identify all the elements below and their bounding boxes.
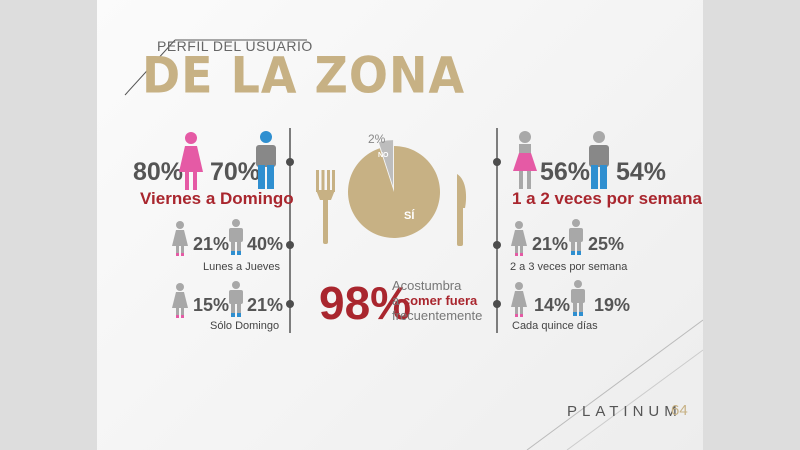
right-row2-male-pct: 25% xyxy=(588,234,625,254)
male-blue-icon xyxy=(254,131,278,191)
female-gray-icon xyxy=(171,221,189,257)
right-separator xyxy=(496,128,498,333)
male-gray-icon xyxy=(228,281,244,319)
pie-slice-yes xyxy=(348,146,441,238)
female-gray-icon xyxy=(510,221,528,257)
right-row2-label: 2 a 3 veces por semana xyxy=(510,261,628,273)
left-row1-label: Viernes a Domingo xyxy=(140,189,294,208)
right-dot-3 xyxy=(493,300,501,308)
knife-icon xyxy=(453,174,469,248)
right-row1-label: 1 a 2 veces por semana xyxy=(512,189,702,208)
female-pink-gray-icon xyxy=(511,131,539,191)
left-row3-label: Sólo Domingo xyxy=(210,320,280,332)
center-caption-line1: Acostumbra xyxy=(392,278,462,293)
left-dot-1 xyxy=(286,158,294,166)
left-separator xyxy=(289,128,291,333)
pie-slice-no xyxy=(378,140,394,187)
left-row3-female-pct: 15% xyxy=(193,295,230,315)
big-percentage: 98% xyxy=(319,277,412,329)
page-title: DE LA ZONA xyxy=(142,46,466,105)
male-gray-icon xyxy=(568,219,584,257)
left-row2-label: Lunes a Jueves xyxy=(203,261,281,273)
right-row1-female-pct: 56% xyxy=(540,158,591,186)
pre-title: PERFIL DEL USUARIO xyxy=(157,38,313,54)
infographic-slide: PERFIL DEL USUARIO DE LA ZONA 80% 70% Vi… xyxy=(97,0,703,450)
decorative-lines xyxy=(124,39,703,450)
right-dot-1 xyxy=(493,158,501,166)
left-row1-female-pct: 80% xyxy=(133,158,184,186)
right-row2-female-pct: 21% xyxy=(532,234,569,254)
brand-logo: PLATINUM xyxy=(567,403,682,420)
pie-no-value: 2% xyxy=(368,132,386,146)
left-row2-male-pct: 40% xyxy=(247,234,284,254)
pie-no-label: NO xyxy=(378,152,389,159)
fork-icon xyxy=(316,170,336,246)
female-gray-icon xyxy=(171,283,189,319)
center-caption: Acostumbra a comer fuera frecuentemente xyxy=(392,278,482,323)
right-dot-2 xyxy=(493,241,501,249)
right-row1-male-pct: 54% xyxy=(616,158,667,186)
male-gray-icon xyxy=(570,280,586,318)
right-row3-label: Cada quince días xyxy=(512,320,598,332)
left-dot-2 xyxy=(286,241,294,249)
center-caption-line3: frecuentemente xyxy=(392,308,483,323)
center-caption-line2: a comer fuera xyxy=(392,293,478,308)
left-row2-female-pct: 21% xyxy=(193,234,230,254)
female-pink-icon xyxy=(177,132,205,192)
male-blue-gray-icon xyxy=(587,131,611,191)
male-gray-icon xyxy=(228,219,244,257)
right-row3-male-pct: 19% xyxy=(594,295,631,315)
center-caption-highlight: comer fuera xyxy=(402,293,478,308)
brand-logo-number: 64 xyxy=(671,402,688,419)
left-dot-3 xyxy=(286,300,294,308)
right-row3-female-pct: 14% xyxy=(534,295,571,315)
left-row1-male-pct: 70% xyxy=(210,158,261,186)
left-row3-male-pct: 21% xyxy=(247,295,284,315)
female-gray-icon xyxy=(510,282,528,318)
pie-chart: SÍ NO xyxy=(340,130,448,253)
pie-yes-label: SÍ xyxy=(404,210,415,222)
